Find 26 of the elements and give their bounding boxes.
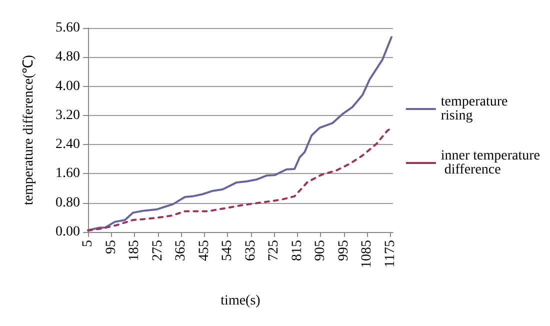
x-tick-label: 905 bbox=[313, 240, 328, 261]
x-tick-label: 725 bbox=[266, 240, 282, 261]
y-tick-label: 1.60 bbox=[56, 166, 80, 182]
y-tick-label: 3.20 bbox=[56, 108, 80, 123]
x-tick-label: 185 bbox=[127, 240, 142, 261]
x-tick-label: 635 bbox=[243, 240, 258, 261]
legend-label: inner temperature difference bbox=[440, 148, 540, 178]
x-tick-label: 545 bbox=[220, 240, 236, 261]
x-tick-label: 1085 bbox=[360, 240, 375, 268]
y-tick-label: 0.00 bbox=[56, 224, 80, 240]
y-axis-title: temperature difference(℃) bbox=[22, 54, 36, 206]
y-tick-label: 5.60 bbox=[56, 20, 80, 36]
y-tick-label: 4.80 bbox=[56, 50, 80, 65]
x-axis-title: time(s) bbox=[220, 294, 261, 308]
x-tick-label: 1175 bbox=[382, 240, 398, 268]
x-tick-label: 365 bbox=[174, 240, 189, 261]
y-tick-label: 4.00 bbox=[56, 78, 80, 94]
legend-label: temperature rising bbox=[440, 94, 512, 124]
y-tick-label: 2.40 bbox=[56, 137, 80, 152]
x-tick-label: 455 bbox=[196, 240, 212, 261]
x-tick-label: 815 bbox=[290, 240, 305, 261]
x-tick-label: 5 bbox=[80, 240, 96, 247]
x-tick-label: 275 bbox=[150, 240, 166, 261]
x-tick-label: 95 bbox=[104, 240, 119, 254]
y-tick-label: 0.80 bbox=[56, 195, 80, 210]
x-tick-label: 995 bbox=[336, 240, 352, 261]
